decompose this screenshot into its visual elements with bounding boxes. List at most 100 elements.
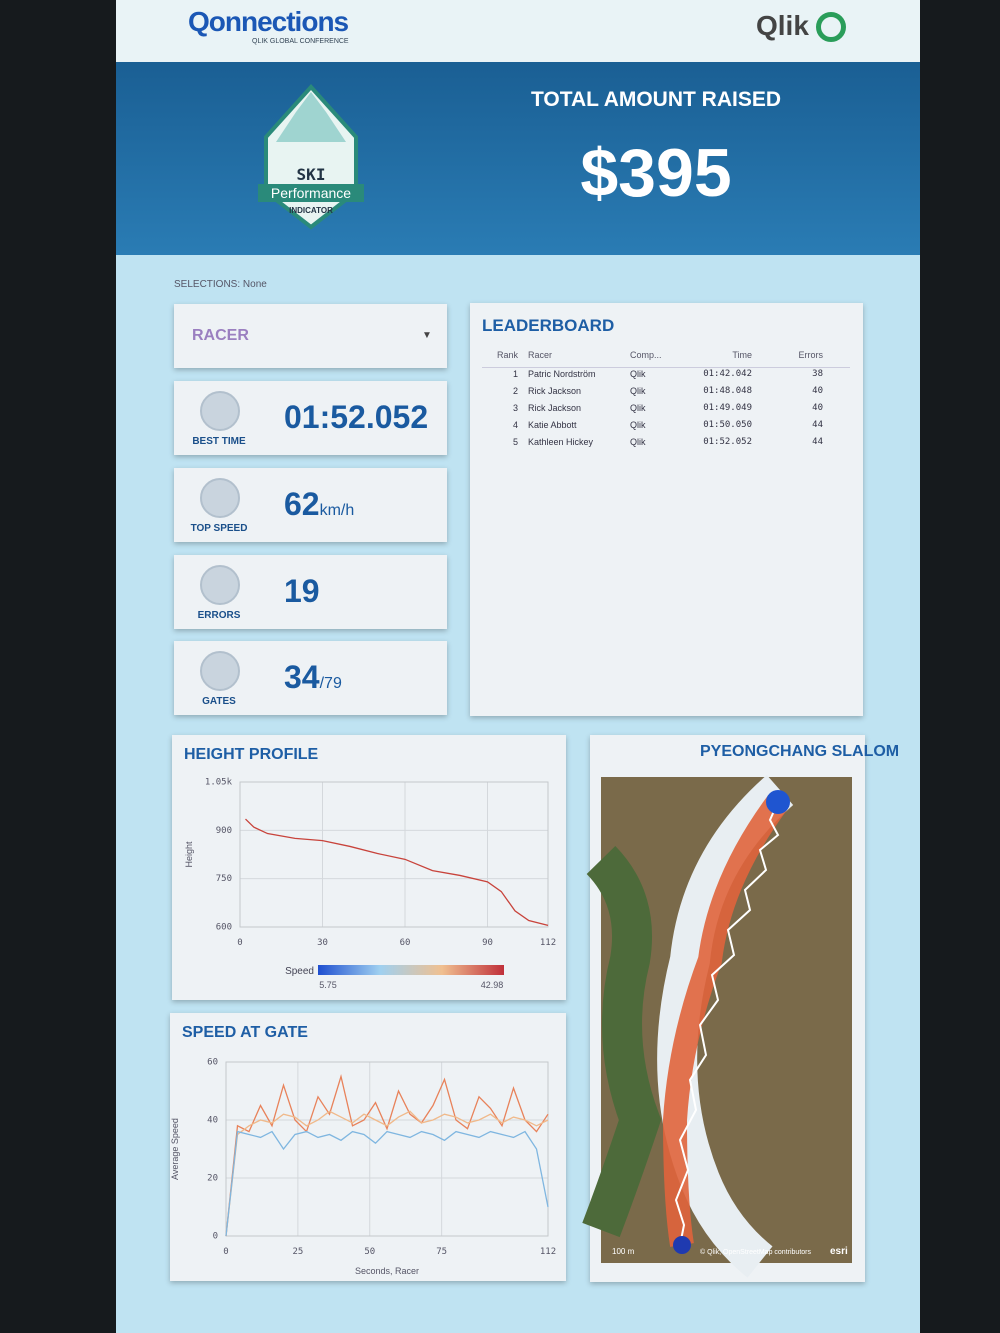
y-tick-label: 40: [207, 1116, 218, 1126]
table-cell: Rick Jackson: [528, 403, 582, 413]
table-cell: 5: [512, 437, 518, 447]
banner: SKI Performance INDICATOR TOTAL AMOUNT R…: [116, 62, 920, 255]
table-cell: 01:42.042: [703, 369, 752, 379]
brand: Qonnections: [188, 6, 349, 37]
color-scale-max: 42.98: [481, 980, 504, 990]
badge-mountain: [276, 92, 346, 142]
end-marker: [673, 1236, 691, 1254]
column-header: Rank: [496, 350, 518, 360]
top-bar: Qonnections QLIK GLOBAL CONFERENCE Qlik: [116, 0, 920, 62]
kpi-card: TOP SPEED 62km/h: [174, 468, 447, 542]
kpi-icon: [200, 565, 240, 605]
total-label: TOTAL AMOUNT RAISED: [530, 88, 782, 111]
table-cell: Qlik: [630, 437, 646, 447]
column-header: Racer: [528, 350, 553, 360]
racer-filter[interactable]: RACER ▼: [174, 304, 447, 368]
table-cell: Qlik: [630, 386, 646, 396]
forest: [582, 846, 662, 1238]
badge-text: INDICATOR: [289, 206, 333, 215]
map: PYEONGCHANG SLALOM 100 m © Qlik, OpenStr…: [582, 743, 899, 1278]
table-cell: 01:49.049: [703, 403, 752, 413]
table-cell: Qlik: [630, 420, 646, 430]
y-tick-label: 20: [207, 1174, 218, 1184]
kpi-card: GATES 34/79: [174, 641, 447, 715]
kpi-number: 34: [284, 659, 320, 695]
table-cell: 3: [512, 403, 518, 413]
x-tick-label: 50: [364, 1247, 375, 1257]
color-scale: [318, 965, 504, 975]
color-scale-label: Speed: [285, 966, 314, 977]
kpi-card: ERRORS 19: [174, 555, 447, 629]
kpi-unit: /79: [319, 675, 342, 692]
column-header: Errors: [798, 350, 824, 360]
table-cell: 38: [812, 369, 823, 379]
x-tick-label: 112: [540, 938, 556, 948]
table-cell: 1: [512, 369, 518, 379]
y-tick-label: 1.05k: [205, 778, 233, 788]
y-tick-label: 600: [216, 923, 232, 933]
brand-sub: QLIK GLOBAL CONFERENCE: [252, 38, 349, 45]
kpi-label: BEST TIME: [192, 436, 246, 447]
height-panel: [172, 735, 566, 1000]
column-header: Time: [732, 350, 752, 360]
start-marker: [766, 790, 790, 814]
table-cell: Rick Jackson: [528, 386, 582, 396]
y-tick-label: 0: [213, 1232, 218, 1242]
track: [674, 801, 780, 1246]
y-tick-label: 60: [207, 1058, 218, 1068]
kpi-icon: [200, 651, 240, 691]
table-cell: Kathleen Hickey: [528, 437, 594, 447]
kpi-label: ERRORS: [197, 610, 241, 621]
badge-text: Performance: [271, 185, 351, 201]
route: [662, 794, 788, 1247]
line-series: [225, 1130, 549, 1237]
x-tick-label: 25: [292, 1247, 303, 1257]
kpi-unit: km/h: [319, 502, 355, 519]
selections-label: SELECTIONS:: [174, 279, 241, 290]
table-cell: Qlik: [630, 369, 646, 379]
x-tick-label: 60: [400, 938, 411, 948]
kpi-label: GATES: [202, 696, 236, 707]
line-series: [245, 818, 549, 927]
table-cell: 4: [512, 420, 518, 430]
plot-frame: [239, 781, 549, 928]
table-cell: 2: [512, 386, 518, 396]
leaderboard-panel: LEADERBOARD Rank Racer Comp... Time Errors 1 P…: [470, 303, 863, 716]
kpi-number: 19: [284, 573, 320, 609]
map-provider: esri: [830, 1246, 848, 1257]
badge-text: SKI: [297, 165, 326, 184]
kpi-label: TOP SPEED: [190, 523, 248, 534]
kpi-number: 62: [284, 486, 320, 522]
x-tick-label: 0: [237, 938, 242, 948]
selections-value: None: [242, 279, 267, 290]
kpi-value: 19: [284, 573, 320, 610]
y-tick-label: 750: [216, 874, 232, 884]
y-axis-label: Average Speed: [170, 1118, 180, 1180]
map-attribution: © Qlik, OpenStreetMap contributors: [700, 1248, 811, 1256]
selections: SELECTIONS: None: [174, 279, 267, 290]
color-scale-min: 5.75: [319, 980, 337, 990]
table-cell: 40: [812, 386, 823, 396]
column-header: Comp...: [630, 350, 662, 360]
x-tick-label: 90: [482, 938, 493, 948]
table-header-line: [482, 367, 850, 368]
kpi-value: 01:52.052: [284, 399, 428, 436]
partner-logo: Qlik: [756, 10, 809, 41]
plot-frame: [225, 1061, 549, 1237]
total-value: $395: [580, 135, 732, 211]
table-cell: Katie Abbott: [528, 420, 577, 430]
kpi-icon: [200, 478, 240, 518]
line-series: [225, 1073, 549, 1237]
leaderboard-title: LEADERBOARD: [482, 316, 615, 335]
badge: SKI Performance INDICATOR: [258, 84, 364, 230]
y-tick-label: 900: [216, 826, 232, 836]
filter-label: RACER: [192, 327, 249, 344]
table-cell: 44: [812, 437, 823, 447]
kpi-card: BEST TIME 01:52.052: [174, 381, 447, 455]
table-cell: 01:50.050: [703, 420, 752, 430]
dropdown-arrow[interactable]: ▼: [422, 330, 432, 341]
chart-title: SPEED AT GATE: [182, 1024, 308, 1041]
x-tick-label: 0: [223, 1247, 228, 1257]
